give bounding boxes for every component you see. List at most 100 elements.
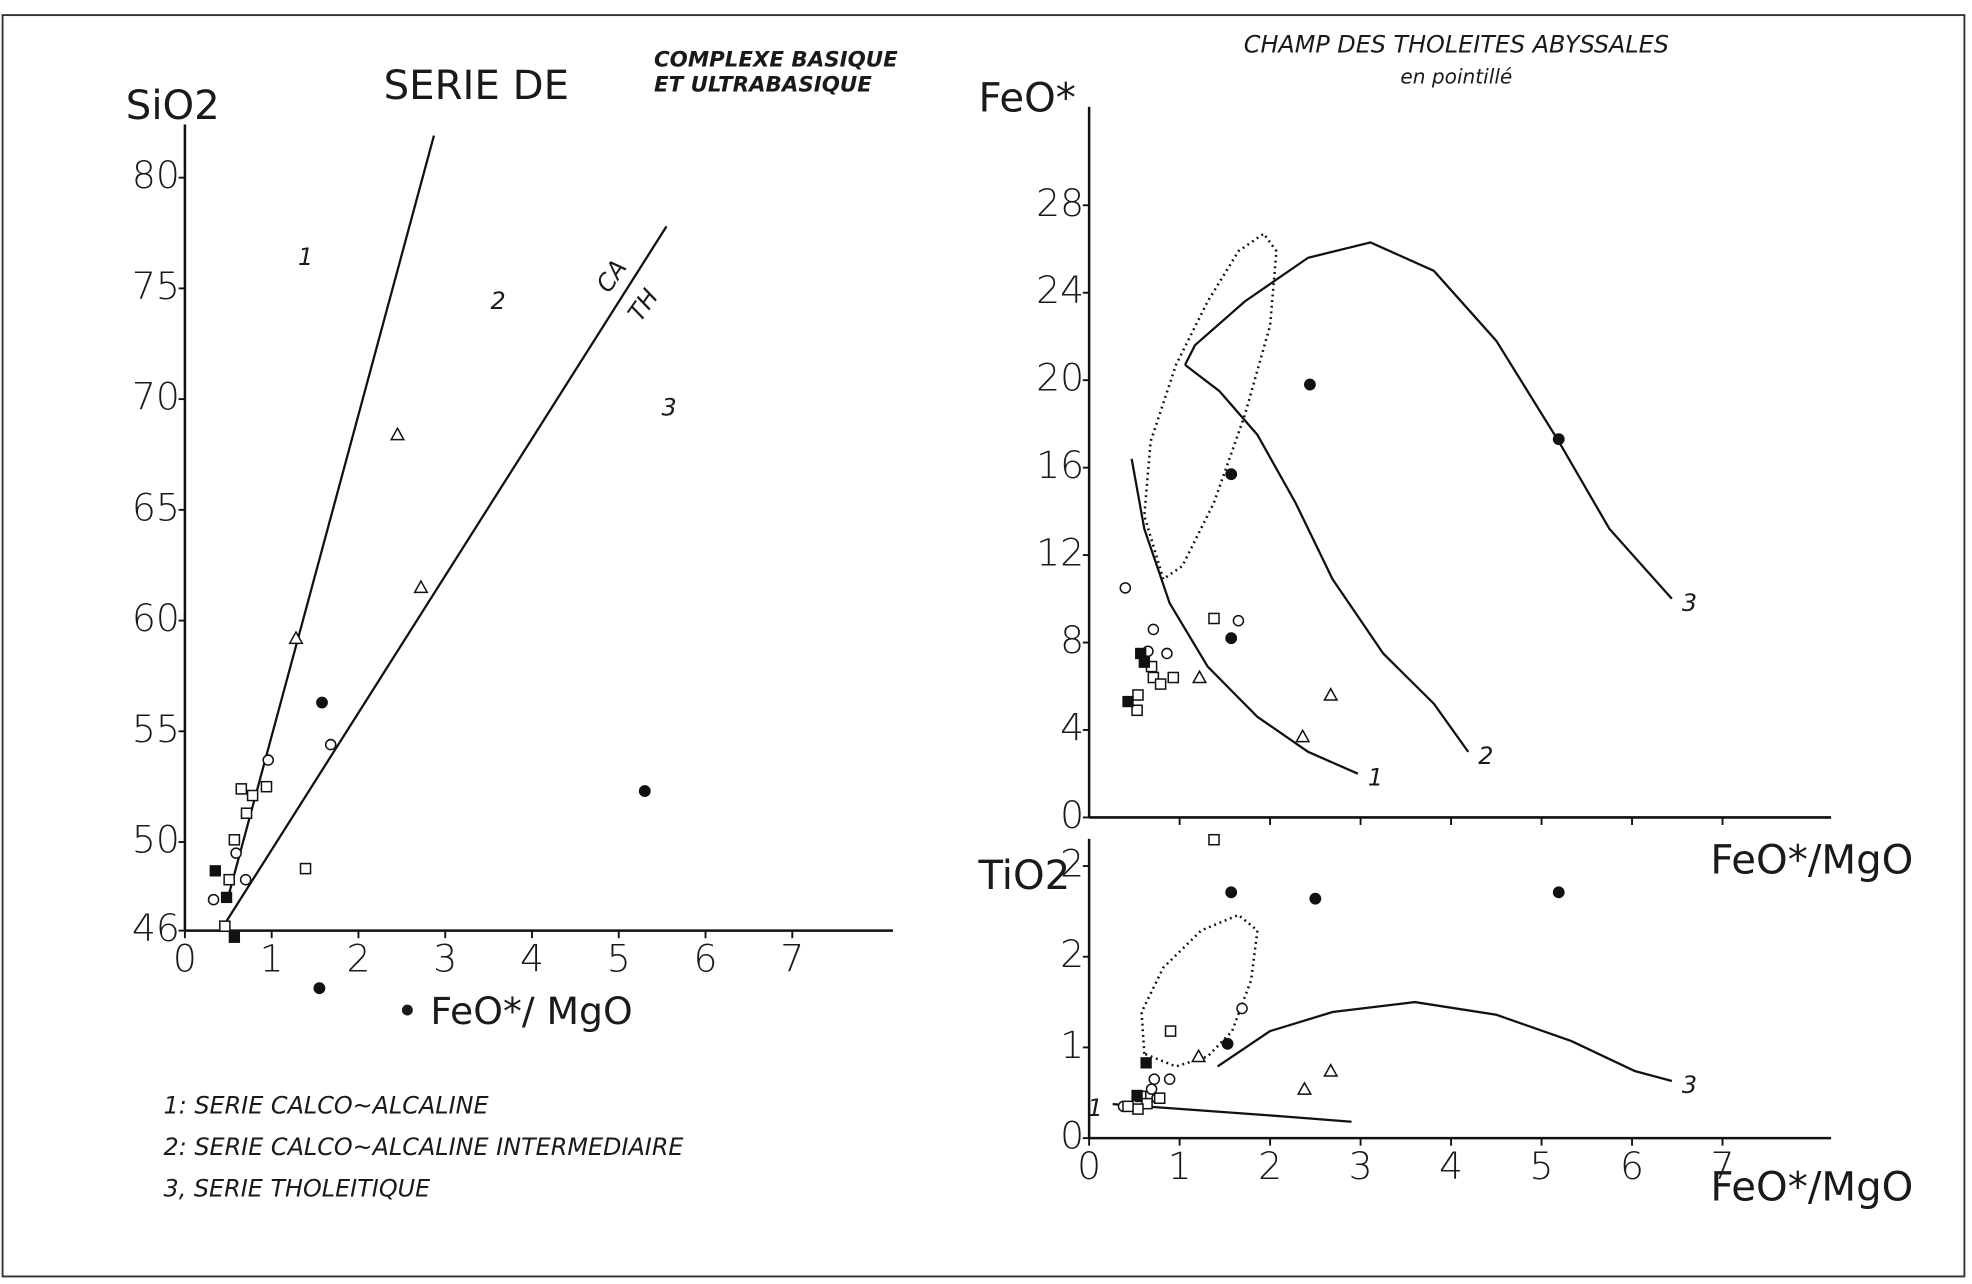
point (1131, 1089, 1143, 1102)
point (1191, 669, 1208, 684)
point (413, 579, 429, 594)
point (1323, 687, 1339, 701)
chart-title: SERIE DE (384, 63, 569, 109)
point (389, 426, 406, 441)
x-tick-label: 7 (780, 936, 804, 980)
y-axis-label: SiO2 (126, 83, 220, 129)
point (262, 754, 274, 766)
frame (1, 14, 1966, 1278)
y-tick-label: 12 (1036, 531, 1084, 575)
curve (1184, 241, 1673, 600)
point (228, 834, 241, 846)
point (1552, 886, 1565, 899)
y-tick-label: 1 (1060, 1023, 1084, 1067)
point (1208, 833, 1220, 846)
y-tick-label: 55 (132, 707, 180, 751)
y-tick-label: 0 (1060, 1114, 1084, 1158)
region-label: 1 (298, 243, 313, 271)
point (246, 789, 259, 802)
point (1225, 886, 1238, 899)
point (260, 780, 273, 793)
point (230, 847, 242, 859)
x-axis-label: FeO*/MgO (1710, 1165, 1913, 1211)
point (1147, 623, 1160, 636)
x-axis-label: • FeO*/ MgO (396, 989, 633, 1033)
curve (1216, 1000, 1673, 1083)
note: 2: SERIE CALCO~ALCALINE INTERMEDIAIRE (164, 1133, 685, 1161)
curve-label: 1 (1368, 764, 1383, 792)
curve (1143, 231, 1278, 581)
curve-label: 3 (1682, 589, 1697, 617)
point (324, 738, 337, 751)
y-tick-label: 2 (1060, 932, 1084, 976)
x-tick-label: 1 (1168, 1144, 1192, 1188)
point (1148, 1073, 1161, 1085)
curve-label: 1 (1087, 1094, 1102, 1122)
y-tick-label: 28 (1036, 181, 1084, 225)
x-tick-label: 4 (1439, 1144, 1463, 1188)
x-tick-label: 4 (520, 936, 544, 980)
y-axis-label: FeO* (978, 76, 1075, 122)
y-tick-label: 70 (132, 375, 180, 419)
x-tick-label: 6 (1620, 1144, 1644, 1188)
point (316, 696, 328, 709)
y-tick-label: 24 (1036, 268, 1084, 312)
point (1236, 1002, 1248, 1015)
curve-label: 3 (1682, 1071, 1697, 1099)
point (1154, 678, 1167, 690)
point (209, 865, 221, 877)
x-tick-label: 5 (1530, 1144, 1554, 1188)
region-label: TH (622, 284, 664, 327)
x-tick-label: 5 (607, 936, 631, 980)
point (299, 862, 312, 875)
point (1552, 433, 1565, 446)
point (1225, 632, 1238, 645)
region-label: 2 (490, 287, 505, 315)
x-tick-label: 6 (694, 936, 718, 980)
point (1208, 612, 1220, 625)
point (1161, 647, 1173, 660)
point (220, 891, 233, 904)
y-tick-label: 16 (1036, 443, 1084, 487)
point (228, 931, 241, 943)
note: 1: SERIE CALCO~ALCALINE (164, 1092, 490, 1120)
y-axis-label: TiO2 (977, 853, 1070, 899)
point (1232, 614, 1245, 627)
point (1132, 689, 1144, 701)
point (1122, 695, 1134, 708)
point (239, 873, 252, 886)
chart-title: CHAMP DES THOLEITES ABYSSALES (1244, 30, 1669, 58)
y-tick-label: 46 (132, 906, 180, 950)
x-tick-label: 3 (433, 936, 457, 980)
curve (1184, 363, 1470, 753)
curve (219, 225, 668, 932)
curve (1130, 458, 1359, 775)
y-tick-label: 8 (1060, 618, 1084, 662)
y-tick-label: 2 (1060, 842, 1084, 886)
curve-label: 2 (1478, 742, 1493, 770)
point (1164, 1025, 1177, 1037)
point (1163, 1073, 1176, 1085)
note: 3, SERIE THOLEITIQUE (164, 1175, 432, 1203)
point (1153, 1092, 1166, 1104)
region-label: 3 (661, 394, 676, 422)
y-tick-label: 60 (132, 596, 180, 640)
point (1119, 582, 1132, 594)
x-tick-label: 0 (173, 936, 197, 980)
point (235, 783, 248, 795)
y-tick-label: 4 (1060, 705, 1084, 749)
point (1132, 1103, 1144, 1115)
curve (1140, 913, 1259, 1068)
x-tick-label: 7 (1711, 1144, 1735, 1188)
point (240, 807, 253, 820)
point (223, 873, 235, 886)
y-tick-label: 50 (132, 818, 180, 862)
point (1309, 892, 1322, 905)
y-tick-label: 80 (132, 153, 180, 197)
x-axis-label: FeO*/MgO (1710, 838, 1913, 884)
point (219, 920, 231, 932)
chart-title-line: COMPLEXE BASIQUE (654, 47, 898, 72)
point (1221, 1037, 1234, 1050)
point (1225, 468, 1238, 481)
